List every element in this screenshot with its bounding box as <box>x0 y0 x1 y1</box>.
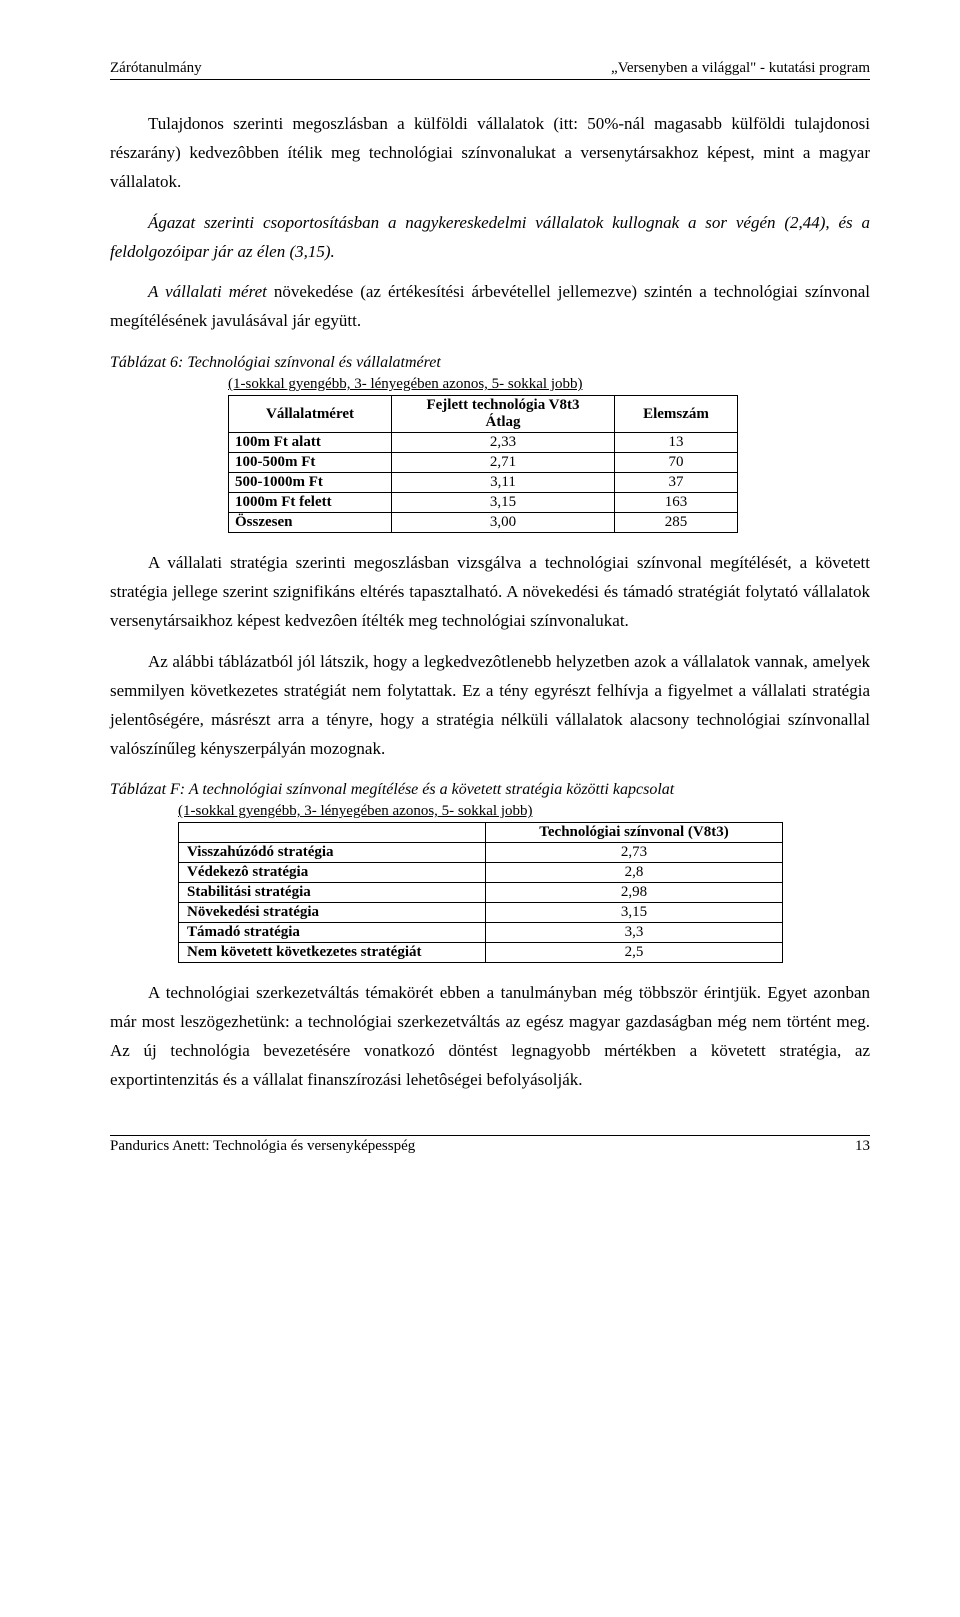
table-row: 100-500m Ft2,7170 <box>229 453 738 473</box>
table-row: 100m Ft alatt2,3313 <box>229 433 738 453</box>
cell-avg: 3,00 <box>392 513 615 533</box>
page-footer: Pandurics Anett: Technológia és versenyk… <box>110 1135 870 1155</box>
page-header: Zárótanulmány „Versenyben a világgal" - … <box>110 60 870 80</box>
cell-count: 285 <box>615 513 738 533</box>
cell-avg: 3,15 <box>392 493 615 513</box>
table6: Vállalatméret Fejlett technológia V8t3 Á… <box>228 395 738 533</box>
cell-label: Összesen <box>229 513 392 533</box>
table6-caption: Táblázat 6: Technológiai színvonal és vá… <box>110 354 870 372</box>
cell-avg: 2,71 <box>392 453 615 473</box>
table-row: Visszahúzódó stratégia2,73 <box>179 843 783 863</box>
cell-label: 1000m Ft felett <box>229 493 392 513</box>
lead-italic: A vállalati méret <box>148 282 267 301</box>
table-row: Védekezô stratégia2,8 <box>179 863 783 883</box>
cell-label: 500-1000m Ft <box>229 473 392 493</box>
cell-value: 2,98 <box>486 883 783 903</box>
body: Tulajdonos szerinti megoszlásban a külfö… <box>110 110 870 336</box>
cell-count: 13 <box>615 433 738 453</box>
paragraph: Tulajdonos szerinti megoszlásban a külfö… <box>110 110 870 197</box>
col-header: Vállalatméret <box>229 396 392 433</box>
cell-value: 2,5 <box>486 943 783 963</box>
paragraph: Ágazat szerinti csoportosításban a nagyk… <box>110 209 870 267</box>
header-right: „Versenyben a világgal" - kutatási progr… <box>611 60 870 77</box>
cell-label: Védekezô stratégia <box>179 863 486 883</box>
cell-value: 2,8 <box>486 863 783 883</box>
header-left: Zárótanulmány <box>110 60 202 77</box>
cell-value: 2,73 <box>486 843 783 863</box>
cell-avg: 2,33 <box>392 433 615 453</box>
paragraph: A vállalati méret növekedése (az értékes… <box>110 278 870 336</box>
table6-legend: (1-sokkal gyengébb, 3- lényegében azonos… <box>228 376 870 393</box>
cell-label: Támadó stratégia <box>179 923 486 943</box>
paragraph: Az alábbi táblázatból jól látszik, hogy … <box>110 648 870 764</box>
cell-label: 100-500m Ft <box>229 453 392 473</box>
col-header: Fejlett technológia V8t3 Átlag <box>392 396 615 433</box>
table-row: Támadó stratégia3,3 <box>179 923 783 943</box>
col-header: Elemszám <box>615 396 738 433</box>
col-header-empty <box>179 823 486 843</box>
cell-value: 3,15 <box>486 903 783 923</box>
cell-count: 163 <box>615 493 738 513</box>
paragraph: A vállalati stratégia szerinti megoszlás… <box>110 549 870 636</box>
body: A technológiai szerkezetváltás témakörét… <box>110 979 870 1095</box>
cell-label: Stabilitási stratégia <box>179 883 486 903</box>
cell-label: Nem követett következetes stratégiát <box>179 943 486 963</box>
cell-count: 70 <box>615 453 738 473</box>
table-row: Összesen3,00285 <box>229 513 738 533</box>
footer-left: Pandurics Anett: Technológia és versenyk… <box>110 1138 415 1155</box>
cell-label: 100m Ft alatt <box>229 433 392 453</box>
table-row: Stabilitási stratégia2,98 <box>179 883 783 903</box>
table-row: 500-1000m Ft3,1137 <box>229 473 738 493</box>
cell-label: Növekedési stratégia <box>179 903 486 923</box>
body: A vállalati stratégia szerinti megoszlás… <box>110 549 870 763</box>
table-header-row: Technológiai színvonal (V8t3) <box>179 823 783 843</box>
cell-count: 37 <box>615 473 738 493</box>
table-header-row: Vállalatméret Fejlett technológia V8t3 Á… <box>229 396 738 433</box>
tableF: Technológiai színvonal (V8t3) Visszahúzó… <box>178 822 783 963</box>
table-row: Növekedési stratégia3,15 <box>179 903 783 923</box>
paragraph: A technológiai szerkezetváltás témakörét… <box>110 979 870 1095</box>
col-header-line2: Átlag <box>486 414 521 430</box>
table-row: 1000m Ft felett3,15163 <box>229 493 738 513</box>
cell-avg: 3,11 <box>392 473 615 493</box>
col-header-line1: Fejlett technológia V8t3 <box>426 397 579 413</box>
tableF-caption: Táblázat F: A technológiai színvonal meg… <box>110 781 870 799</box>
tableF-legend: (1-sokkal gyengébb, 3- lényegében azonos… <box>178 803 870 820</box>
table-row: Nem követett következetes stratégiát2,5 <box>179 943 783 963</box>
col-header: Technológiai színvonal (V8t3) <box>486 823 783 843</box>
footer-page-number: 13 <box>855 1138 870 1155</box>
cell-value: 3,3 <box>486 923 783 943</box>
cell-label: Visszahúzódó stratégia <box>179 843 486 863</box>
